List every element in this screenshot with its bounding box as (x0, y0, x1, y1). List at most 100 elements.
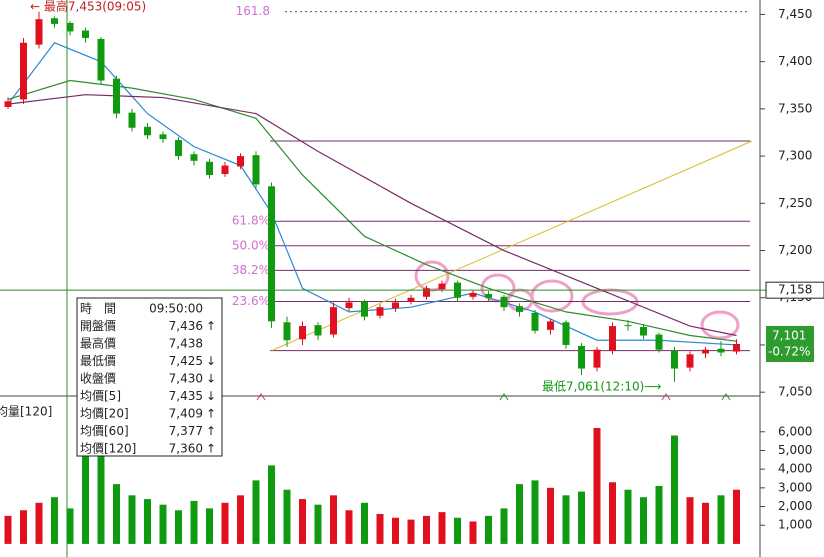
candle-body (717, 348, 725, 353)
info-arrow: ↑ (206, 319, 216, 333)
last-price-box (766, 326, 814, 363)
candle-body (221, 165, 229, 175)
candle-body (516, 306, 523, 312)
candle-body (314, 325, 322, 336)
candle-body (345, 302, 353, 309)
info-label: 均價[20] (80, 407, 129, 421)
candle-body (624, 325, 632, 327)
candle-body (686, 354, 694, 368)
info-label: 時 間 (80, 302, 116, 316)
volume-bar (609, 482, 616, 544)
volume-bar (686, 497, 694, 544)
info-value: 7,360 (169, 442, 203, 456)
volume-bar (531, 480, 539, 544)
volume-bar (361, 502, 368, 544)
info-value: 7,438 (169, 337, 203, 351)
volume-bar (330, 495, 337, 544)
candle-body (500, 296, 508, 308)
volume-bar (500, 508, 508, 544)
info-label: 均價[5] (80, 389, 121, 403)
volume-bar (733, 489, 740, 544)
info-arrow: ↓ (206, 389, 216, 403)
volume-bar (4, 515, 12, 544)
info-arrow: ↑ (206, 442, 216, 456)
candle-body (159, 134, 167, 140)
volume-bar (671, 435, 678, 544)
volume-bar (547, 487, 554, 544)
volume-bar (392, 517, 399, 544)
y-tick-label: 7,350 (778, 101, 812, 115)
fib-label: 38.2% (232, 263, 270, 277)
candle-body (268, 186, 275, 322)
info-value: 7,435 (169, 389, 203, 403)
y-tick-label: 7,200 (778, 243, 812, 257)
candle-body (97, 38, 105, 81)
crosshair-price-label: 7,158 (778, 283, 812, 297)
candle-body (547, 321, 554, 330)
volume-bar (376, 514, 384, 544)
y-tick-label: 3,000 (778, 480, 812, 494)
volume-bar (82, 454, 89, 544)
fib-label: 61.8% (232, 214, 270, 228)
candle-body (128, 112, 136, 128)
volume-bar (454, 517, 461, 544)
y-tick-label: 4,000 (778, 462, 812, 476)
info-arrow: ↓ (206, 372, 216, 386)
candle-body (469, 293, 477, 297)
candle-body (51, 18, 58, 24)
candle-body (66, 22, 74, 32)
info-label: 收盤價 (80, 372, 116, 386)
info-label: 均價[120] (80, 442, 136, 456)
candle-body (593, 349, 601, 368)
y-tick-label: 1,000 (778, 518, 812, 532)
low-label: 最低7,061(12:10)⟶ (542, 380, 662, 394)
volume-bar (159, 504, 167, 544)
candle-body (702, 349, 709, 354)
info-value: 09:50:00 (149, 302, 203, 316)
last-price-label: 7,101 (772, 329, 806, 343)
markers (256, 393, 731, 401)
candle-body (206, 161, 213, 175)
volume-bar (562, 495, 570, 544)
candle-body (609, 326, 616, 351)
info-label: 均價[60] (80, 424, 129, 438)
info-arrow: ↓ (206, 354, 216, 368)
volume-bar (268, 465, 275, 544)
y-tick-label: 7,300 (778, 149, 812, 163)
candle-body (4, 101, 12, 107)
y-tick-label: 7,250 (778, 196, 812, 210)
volume-bar (314, 504, 322, 544)
candle-body (438, 283, 446, 290)
candle-body (671, 350, 678, 369)
candle-body (144, 126, 151, 136)
volume-bar (423, 515, 430, 544)
candle-body (330, 307, 337, 335)
candle-body (252, 155, 260, 185)
y-tick-label: 7,050 (778, 385, 812, 399)
volume-bar (66, 508, 74, 544)
candle-body (190, 154, 198, 161)
candle-body (376, 307, 384, 316)
price-box (765, 281, 824, 299)
volume-bar (237, 495, 244, 544)
volume-bar (624, 489, 632, 544)
y-tick-label: 5,000 (778, 443, 812, 457)
volume-bar (35, 502, 43, 544)
y-tick-label: 2,000 (778, 499, 812, 513)
volume-bar (175, 510, 182, 544)
info-value: 7,436 (169, 319, 203, 333)
candle-body (175, 140, 182, 157)
high-label: ← 最高7,453(09:05) (30, 0, 146, 14)
volume-bar (345, 510, 353, 544)
volume-bar (593, 428, 601, 544)
candle-body (531, 312, 539, 331)
volume-bar (485, 515, 492, 544)
volume-bar (190, 500, 198, 544)
volume-bar (655, 485, 663, 544)
candle-body (655, 334, 663, 350)
info-value: 7,377 (169, 424, 203, 438)
candle-body (485, 293, 492, 298)
